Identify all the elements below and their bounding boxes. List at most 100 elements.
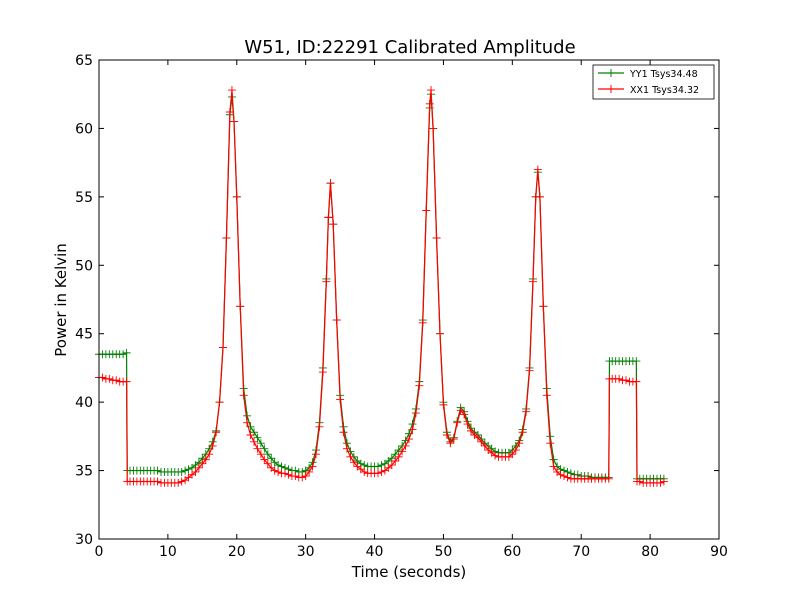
data-point (439, 400, 448, 409)
data-point (284, 470, 293, 479)
data-point (339, 428, 348, 437)
data-point (632, 357, 641, 366)
y-tick-label: 30 (75, 532, 93, 548)
data-point (432, 233, 441, 242)
series-line-0 (99, 94, 664, 480)
data-point (656, 478, 665, 487)
x-tick-label: 40 (366, 544, 384, 560)
legend: YY1 Tsys34.48 XX1 Tsys34.32 (592, 64, 715, 100)
data-point (315, 422, 324, 431)
data-point (473, 433, 482, 442)
data-point (253, 444, 262, 453)
data-point (429, 124, 438, 133)
series-layer (95, 86, 668, 487)
data-point (312, 450, 320, 459)
data-point (387, 461, 396, 470)
axes-layer: 0 10 20 30 40 50 60 70 80 90 30 35 40 45 50 55 60 65 (75, 53, 728, 560)
data-point (349, 458, 358, 467)
data-point (436, 329, 444, 338)
data-point (263, 450, 272, 459)
data-point (415, 381, 424, 390)
data-point (112, 376, 121, 385)
x-tick-label: 70 (572, 544, 590, 560)
x-tick-label: 90 (710, 544, 728, 560)
data-point (191, 467, 200, 476)
series-markers-1 (95, 86, 668, 487)
data-point (222, 233, 231, 242)
data-point (549, 455, 558, 464)
data-point (442, 430, 451, 439)
data-point (535, 192, 544, 201)
data-point (425, 99, 434, 108)
y-tick-label: 65 (75, 53, 93, 69)
data-point (298, 473, 307, 482)
series-markers-0 (95, 90, 668, 483)
data-point (511, 446, 520, 455)
x-tick-label: 30 (297, 544, 315, 560)
data-point (256, 450, 265, 459)
data-point (329, 220, 338, 229)
data-point (446, 439, 455, 448)
data-point (250, 437, 258, 446)
data-point (539, 302, 548, 311)
y-tick-label: 55 (75, 190, 93, 206)
data-point (281, 469, 289, 478)
data-point (274, 461, 283, 470)
data-point (533, 165, 542, 174)
data-point (522, 407, 531, 416)
data-point (391, 456, 400, 465)
data-point (529, 277, 537, 286)
x-tick-label: 50 (435, 544, 453, 560)
y-axis-label: Power in Kelvin (52, 243, 70, 357)
data-point (230, 117, 239, 126)
data-point (408, 425, 417, 434)
data-point (219, 343, 227, 352)
data-point (411, 409, 420, 418)
data-point (212, 428, 221, 437)
data-point (398, 447, 407, 456)
data-point (277, 462, 286, 471)
data-point (480, 441, 489, 450)
data-point (119, 350, 128, 359)
legend-label-series-0: YY1 Tsys34.48 (629, 69, 698, 80)
data-point (460, 410, 469, 419)
x-axis-label: Time (seconds) (351, 563, 467, 581)
data-point (122, 348, 131, 357)
data-point (491, 451, 500, 460)
data-point (174, 478, 183, 487)
x-tick-label: 10 (159, 544, 177, 560)
data-point (267, 454, 276, 463)
data-point (260, 444, 269, 453)
data-point (227, 86, 236, 95)
data-point (305, 467, 314, 476)
data-point (274, 467, 283, 476)
x-tick-label: 80 (641, 544, 659, 560)
data-point (153, 466, 162, 475)
chart-title: W51, ID:22291 Calibrated Amplitude (244, 37, 575, 58)
data-point (374, 469, 382, 478)
data-point (253, 433, 262, 442)
data-point (184, 465, 193, 474)
data-point (635, 477, 644, 486)
data-point (659, 477, 668, 486)
data-point (615, 374, 624, 383)
data-point (560, 472, 568, 481)
y-tick-label: 35 (75, 464, 93, 480)
data-point (360, 467, 369, 476)
data-point (263, 459, 272, 468)
data-point (324, 213, 333, 222)
data-point (525, 366, 534, 375)
data-point (467, 426, 475, 435)
y-tick-label: 40 (75, 395, 93, 411)
data-point (243, 418, 252, 427)
data-point (401, 441, 410, 450)
data-point (291, 472, 300, 481)
data-point (98, 373, 107, 382)
x-tick-label: 0 (95, 544, 104, 560)
data-point (236, 302, 245, 311)
data-point (215, 398, 224, 407)
data-point (343, 444, 351, 453)
data-point (604, 474, 613, 483)
data-point (418, 318, 427, 327)
